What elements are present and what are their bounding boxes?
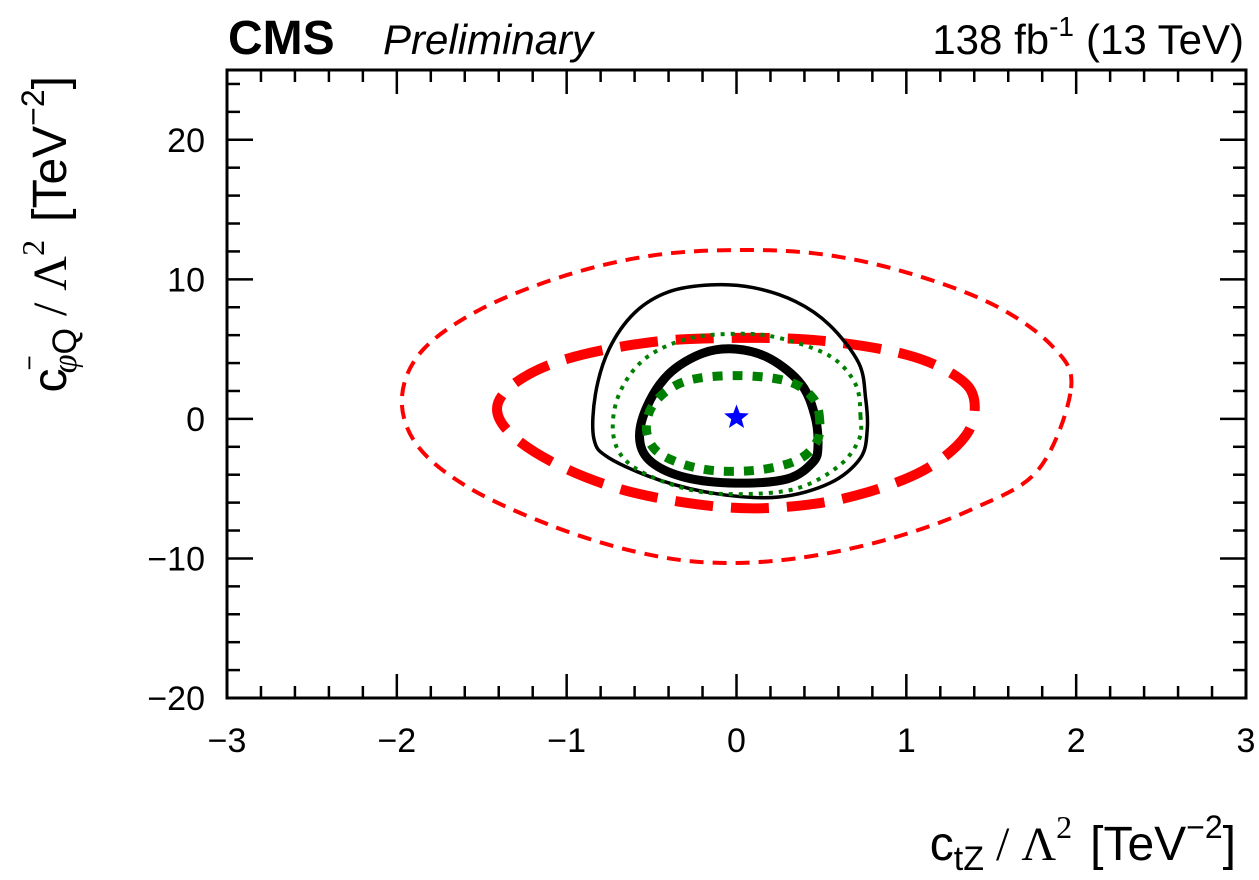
y-label-bar: −: [14, 355, 44, 370]
y-label-sub-phi: φ: [47, 354, 84, 373]
x-label-sub: tZ: [954, 840, 984, 878]
contour-black-solid-outer: [590, 282, 870, 500]
x-tick-label: 2: [1067, 722, 1086, 760]
y-tick-label: −20: [147, 680, 205, 718]
y-tick-labels: −20 −10 0 10 20: [147, 122, 205, 718]
x-label-coef: c: [930, 818, 954, 871]
x-tick-label: −1: [547, 722, 586, 760]
contour-red-dashed-inner: [492, 332, 980, 514]
experiment-label: CMS: [228, 12, 335, 65]
x-tick-label: 0: [727, 722, 746, 760]
y-axis-label: c−φQ / Λ2 [TeV−2]: [14, 76, 84, 392]
tick-layer: [225, 70, 1248, 700]
lumi-unit: fb: [1014, 16, 1049, 63]
x-tick-label: −2: [377, 722, 416, 760]
x-label-slash: /: [996, 818, 1010, 871]
lumi-exponent: -1: [1049, 11, 1074, 42]
status-label: Preliminary: [383, 16, 596, 63]
x-label-lambda: Λ: [1021, 818, 1056, 871]
x-axis-label: ctZ / Λ2 [TeV−2]: [930, 809, 1236, 878]
y-tick-label: 20: [167, 122, 205, 160]
y-label-unit-close: ]: [24, 76, 77, 89]
x-label-unit-exp: −2: [1186, 809, 1222, 845]
y-label-coef: c: [24, 368, 77, 392]
y-label-lambda-exp: 2: [15, 240, 51, 256]
best-fit-star: [724, 404, 749, 428]
x-tick-label: 1: [897, 722, 916, 760]
lumi-value: 138: [932, 16, 1002, 63]
y-label-lambda: Λ: [24, 256, 77, 291]
x-label-unit-close: ]: [1223, 818, 1236, 871]
x-tick-label: 3: [1237, 722, 1256, 760]
plot-frame: [225, 68, 1248, 700]
luminosity-label: 138 fb-1 (13 TeV): [932, 11, 1244, 63]
y-label-unit-exp: −2: [15, 89, 51, 125]
x-tick-label: −3: [208, 722, 247, 760]
x-tick-labels: −3 −2 −1 0 1 2 3: [208, 722, 1256, 760]
y-tick-label: −10: [147, 540, 205, 578]
x-label-unit: [TeV: [1090, 818, 1186, 871]
contour-layer: [399, 247, 1074, 566]
y-label-slash: /: [24, 302, 77, 316]
marker-layer: [724, 404, 749, 428]
contour-green-dotted-inner: [641, 371, 825, 476]
y-tick-label: 10: [167, 261, 205, 299]
contour-green-dotted-outer: [610, 331, 864, 497]
y-label-sub-q: Q: [46, 328, 84, 354]
x-label-lambda-exp: 2: [1056, 809, 1072, 845]
y-tick-label: 0: [186, 401, 205, 439]
energy-label: (13 TeV): [1086, 16, 1244, 63]
y-label-unit: [TeV: [24, 126, 77, 222]
